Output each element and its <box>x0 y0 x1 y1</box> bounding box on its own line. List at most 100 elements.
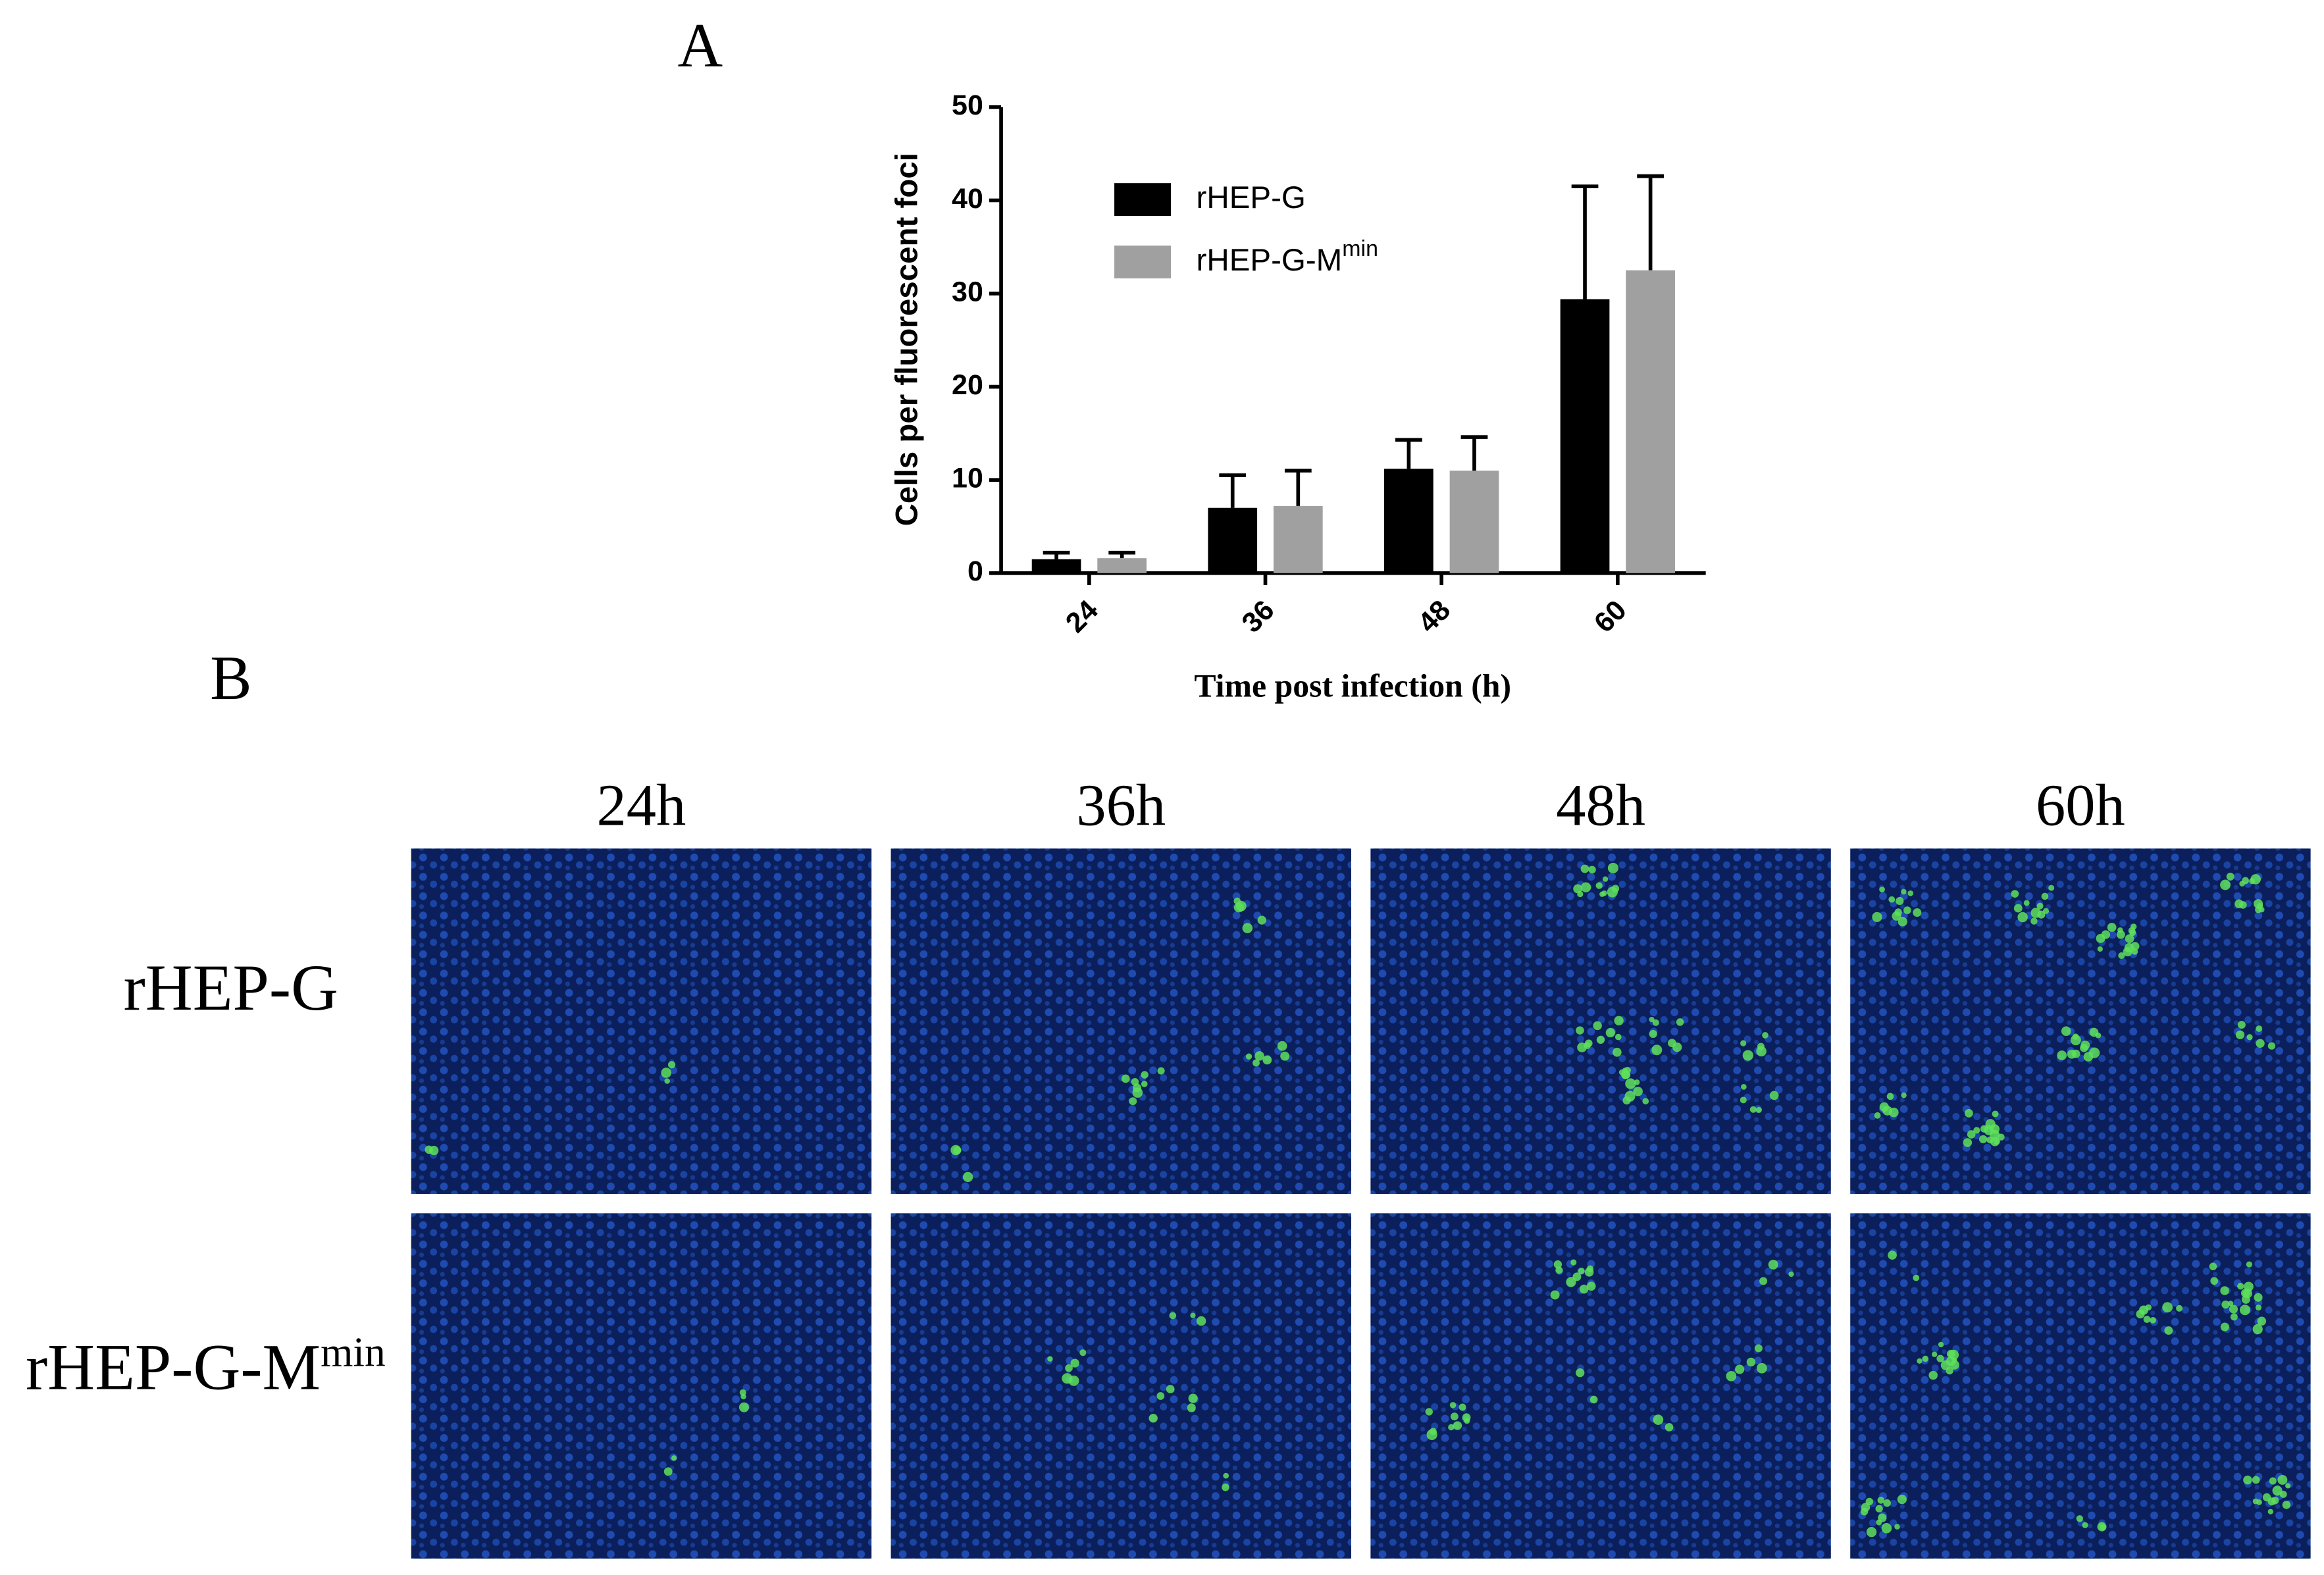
fluorescent-cell <box>1570 1259 1577 1266</box>
fluorescent-cell <box>2252 1476 2260 1484</box>
fluorescent-cell <box>1759 1277 1768 1285</box>
fluorescent-cell <box>1236 900 1247 912</box>
fluorescent-cell <box>1242 923 1253 933</box>
fluorescent-cell <box>2043 908 2050 914</box>
fluorescent-cell <box>1262 1055 1272 1065</box>
fluorescent-cell <box>1596 1035 1605 1044</box>
fluorescent-cell <box>2220 879 2231 891</box>
fluorescent-cell <box>2107 923 2117 932</box>
fluorescent-cell <box>2226 872 2234 881</box>
fluorescent-cell <box>2256 1499 2262 1505</box>
fluorescent-cell <box>1425 1408 1433 1416</box>
legend-swatch <box>1114 183 1172 216</box>
fluorescent-cell <box>1576 1026 1584 1035</box>
fluorescent-cell <box>1642 1098 1649 1104</box>
fluorescent-cell <box>1993 1138 2000 1145</box>
fluorescent-cell <box>1861 1503 1871 1512</box>
panel-label: B <box>210 643 251 713</box>
fluorescent-cell <box>950 1145 961 1156</box>
fluorescent-cell <box>1169 1312 1177 1320</box>
fluorescent-cell <box>1872 912 1882 922</box>
fluorescent-cell <box>2123 946 2132 957</box>
fluorescent-cell <box>2017 912 2028 923</box>
fluorescent-cell <box>2083 1052 2094 1062</box>
fluorescent-cell <box>1605 1027 1615 1038</box>
column-label: 48h <box>1556 771 1645 838</box>
fluorescent-cell <box>1141 1081 1148 1087</box>
fluorescent-cell <box>1156 1392 1165 1400</box>
fluorescent-cell <box>2057 1050 2067 1060</box>
fluorescent-cell <box>2209 1262 2217 1271</box>
fluorescent-cell <box>1580 864 1589 873</box>
fluorescent-cell <box>1913 1274 1920 1281</box>
fluorescent-cell <box>1875 1505 1883 1512</box>
fluorescent-cell <box>2210 1277 2219 1285</box>
fluorescent-cell <box>1132 1083 1142 1093</box>
micrograph <box>1850 848 2311 1194</box>
fluorescent-cell <box>2279 1490 2287 1498</box>
fluorescent-cell <box>2071 1049 2080 1058</box>
fluorescent-cell <box>1769 1091 1779 1100</box>
fluorescent-cell <box>1141 1071 1149 1079</box>
column-label: 60h <box>2036 771 2125 838</box>
fluorescent-cell <box>1735 1364 1745 1374</box>
fluorescent-cell <box>664 1078 670 1084</box>
fluorescent-cell <box>1882 1106 1893 1116</box>
y-tick-label: 30 <box>952 276 983 307</box>
y-tick-label: 20 <box>952 369 983 401</box>
fluorescent-cell <box>2257 1316 2267 1326</box>
fluorescent-cell <box>1601 890 1607 896</box>
fluorescent-cell <box>2130 942 2140 951</box>
bar <box>1560 299 1610 573</box>
y-axis-label: Cells per fluorescent foci <box>889 153 924 526</box>
bar <box>1626 270 1675 573</box>
fluorescent-cell <box>2229 1304 2238 1314</box>
fluorescent-cell <box>1187 1403 1196 1412</box>
fluorescent-cell <box>2272 1485 2283 1496</box>
fluorescent-cell <box>1448 1424 1455 1431</box>
fluorescent-cell <box>1649 1029 1657 1039</box>
x-tick-label: 36 <box>1236 594 1281 639</box>
fluorescent-cell <box>1190 1312 1196 1318</box>
column-label: 24h <box>597 771 686 838</box>
fluorescent-cell <box>1754 1344 1763 1353</box>
fluorescent-cell <box>2048 885 2055 891</box>
fluorescent-cell <box>1980 1125 1988 1133</box>
fluorescent-cell <box>739 1389 746 1396</box>
x-tick-label: 24 <box>1060 594 1104 639</box>
fluorescent-cell <box>1613 1047 1622 1057</box>
fluorescent-cell <box>2162 1302 2173 1313</box>
fluorescent-cell <box>1879 887 1885 892</box>
fluorescent-cell <box>1223 1472 1229 1479</box>
fluorescent-cell <box>1595 882 1603 889</box>
row-label: rHEP-G-Mmin <box>26 1329 386 1403</box>
fluorescent-cell <box>2220 1286 2229 1295</box>
row-label-superscript: min <box>321 1329 386 1375</box>
x-tick-label: 48 <box>1412 594 1457 639</box>
fluorescent-cell <box>1877 1497 1885 1504</box>
fluorescent-cell <box>1578 1268 1585 1275</box>
fluorescent-cell <box>1252 1059 1260 1067</box>
fluorescent-cell <box>1588 865 1596 874</box>
fluorescent-cell <box>1602 876 1609 882</box>
fluorescent-cell <box>1245 1053 1252 1060</box>
fluorescent-cell <box>2080 1044 2088 1052</box>
fluorescent-cell <box>1883 1499 1891 1507</box>
fluorescent-cell <box>1070 1358 1079 1368</box>
fluorescent-cell <box>2011 890 2019 898</box>
fluorescent-cell <box>1633 1087 1643 1097</box>
fluorescent-cell <box>2269 1477 2277 1485</box>
fluorescent-cell <box>1157 1067 1165 1075</box>
fluorescent-cell <box>2023 900 2030 906</box>
fluorescent-cell <box>738 1402 749 1412</box>
fluorescent-cell <box>2237 1283 2244 1290</box>
y-tick-label: 50 <box>952 90 983 121</box>
fluorescent-cell <box>1749 1106 1757 1113</box>
fluorescent-cell <box>1888 1251 1897 1260</box>
fluorescent-cell <box>1948 1349 1959 1360</box>
fluorescent-cell <box>2256 1025 2263 1032</box>
fluorescent-cell <box>1579 1284 1589 1294</box>
fluorescent-cell <box>2100 1524 2106 1531</box>
fluorescent-cell <box>1553 1260 1562 1269</box>
fluorescent-cell <box>1065 1364 1073 1372</box>
